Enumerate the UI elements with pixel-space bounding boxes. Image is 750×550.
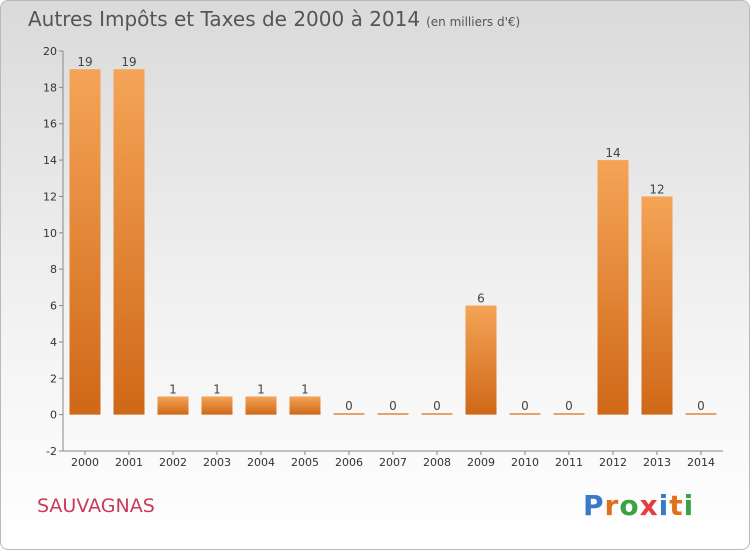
bar-value-label: 1 (213, 382, 221, 396)
logo-letter: i (658, 489, 670, 522)
bar-value-label: 1 (257, 382, 265, 396)
bar (69, 69, 101, 415)
x-tick-label: 2011 (555, 456, 583, 469)
bar-value-label: 6 (477, 292, 485, 306)
y-tick-label: 8 (50, 263, 57, 276)
title-text: Autres Impôts et Taxes de 2000 à 2014 (28, 7, 421, 31)
bar (465, 305, 497, 415)
logo-letter: t (669, 489, 684, 522)
bar-value-label: 1 (301, 382, 309, 396)
logo-letter: i (683, 489, 695, 522)
bar (553, 413, 585, 415)
y-tick-label: 10 (43, 227, 57, 240)
bar-value-label: 12 (649, 182, 664, 196)
y-tick-label: 14 (43, 154, 57, 167)
bar (201, 396, 233, 415)
commune-name: SAUVAGNAS (37, 495, 155, 517)
bar (333, 413, 365, 415)
bar-value-label: 19 (121, 55, 136, 69)
bar (245, 396, 277, 415)
bar-value-label: 14 (605, 146, 620, 160)
bar (377, 413, 409, 415)
x-tick-label: 2010 (511, 456, 539, 469)
x-tick-label: 2002 (159, 456, 187, 469)
bar-value-label: 19 (77, 55, 92, 69)
bar-value-label: 0 (565, 399, 573, 413)
y-tick-label: 20 (43, 45, 57, 58)
x-tick-label: 2013 (643, 456, 671, 469)
x-tick-label: 2004 (247, 456, 275, 469)
y-tick-label: 18 (43, 81, 57, 94)
bar (641, 196, 673, 415)
y-tick-label: 2 (50, 372, 57, 385)
logo-letter: r (604, 489, 620, 522)
chart-title: Autres Impôts et Taxes de 2000 à 2014 (en… (28, 7, 520, 31)
y-tick-label: 16 (43, 118, 57, 131)
y-tick-label: -2 (46, 445, 57, 458)
bar (509, 413, 541, 415)
bar (597, 160, 629, 415)
unit-label: (en milliers d'€) (426, 15, 521, 29)
bar-value-label: 0 (697, 399, 705, 413)
x-tick-label: 2007 (379, 456, 407, 469)
y-tick-label: 6 (50, 300, 57, 313)
proxiti-logo: Proxiti (583, 489, 694, 522)
bar-value-label: 0 (345, 399, 353, 413)
x-tick-label: 2001 (115, 456, 143, 469)
x-tick-label: 2006 (335, 456, 363, 469)
bar (157, 396, 189, 415)
x-tick-label: 2014 (687, 456, 715, 469)
bar-value-label: 1 (169, 382, 177, 396)
y-tick-label: 4 (50, 336, 57, 349)
x-tick-label: 2008 (423, 456, 451, 469)
x-tick-label: 2009 (467, 456, 495, 469)
logo-letter: P (583, 489, 605, 522)
bar-value-label: 0 (389, 399, 397, 413)
x-tick-label: 2005 (291, 456, 319, 469)
y-tick-label: 0 (50, 409, 57, 422)
x-tick-label: 2000 (71, 456, 99, 469)
bar-value-label: 0 (433, 399, 441, 413)
bar (685, 413, 717, 415)
y-tick-label: 12 (43, 190, 57, 203)
bar-value-label: 0 (521, 399, 529, 413)
bar (113, 69, 145, 415)
logo-letter: o (619, 489, 640, 522)
bar (421, 413, 453, 415)
x-tick-label: 2012 (599, 456, 627, 469)
logo-letter: x (639, 489, 659, 522)
x-tick-label: 2003 (203, 456, 231, 469)
bar (289, 396, 321, 415)
